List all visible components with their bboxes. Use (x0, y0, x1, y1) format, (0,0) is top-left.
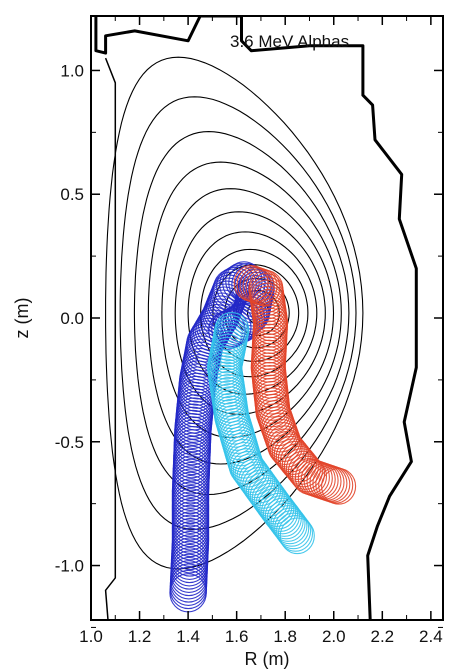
gyro-orbit-loop (233, 264, 269, 302)
gyro-orbit-loop (247, 474, 283, 512)
gyro-orbit-loop (297, 460, 333, 497)
x-tick-label: 2.4 (419, 627, 443, 646)
x-tick-label: 1.0 (79, 627, 103, 646)
x-tick-label: 2.0 (322, 627, 346, 646)
alpha-orbits (169, 261, 357, 613)
x-axis-title: R (m) (245, 649, 290, 669)
gyro-orbit-loop (236, 265, 272, 303)
x-tick-label: 2.2 (370, 627, 394, 646)
orbit-series (206, 312, 315, 555)
y-axis-ticks: -1.0 -0.5 0.0 0.5 1.0 (55, 61, 443, 628)
y-tick-label: 1.0 (60, 61, 84, 80)
x-tick-label: 1.6 (225, 627, 249, 646)
vessel-wall (94, 16, 418, 620)
inner-limiter (104, 57, 117, 620)
orbit-series (233, 264, 357, 505)
gyro-orbit-loop (249, 477, 285, 515)
gyro-orbit-loop (257, 487, 293, 525)
y-tick-label: -1.0 (55, 557, 84, 576)
gyro-orbit-loop (253, 482, 289, 520)
x-axis-ticks: 1.0 1.2 1.4 1.6 1.8 2.0 2.2 2.4 (79, 16, 443, 646)
gyro-orbit-loop (214, 312, 250, 349)
gyro-orbit-loop (259, 490, 295, 527)
x-tick-label: 1.8 (273, 627, 297, 646)
gyro-orbit-loop (239, 266, 275, 304)
y-tick-label: 0.5 (60, 185, 84, 204)
y-tick-label: -0.5 (55, 433, 84, 452)
chart-annotation: 3.6 MeV Alphas (230, 32, 349, 51)
flux-surface-contour (105, 56, 364, 570)
gyro-orbit-loop (255, 485, 291, 523)
y-tick-label: 0.0 (60, 309, 84, 328)
y-axis-title: z (m) (12, 298, 32, 339)
gyro-orbit-loop (252, 365, 288, 402)
gyro-orbit-loop (277, 440, 313, 478)
gyro-orbit-loop (245, 472, 282, 509)
outer-wall (94, 16, 418, 620)
gyro-orbit-loop (251, 480, 287, 517)
gyro-orbit-loop (261, 492, 297, 530)
gyro-orbit-loop (240, 464, 276, 501)
x-tick-label: 1.4 (176, 627, 200, 646)
gyro-orbit-loop (273, 435, 309, 473)
x-tick-label: 1.2 (128, 627, 152, 646)
flux-surface-contour (161, 188, 335, 438)
